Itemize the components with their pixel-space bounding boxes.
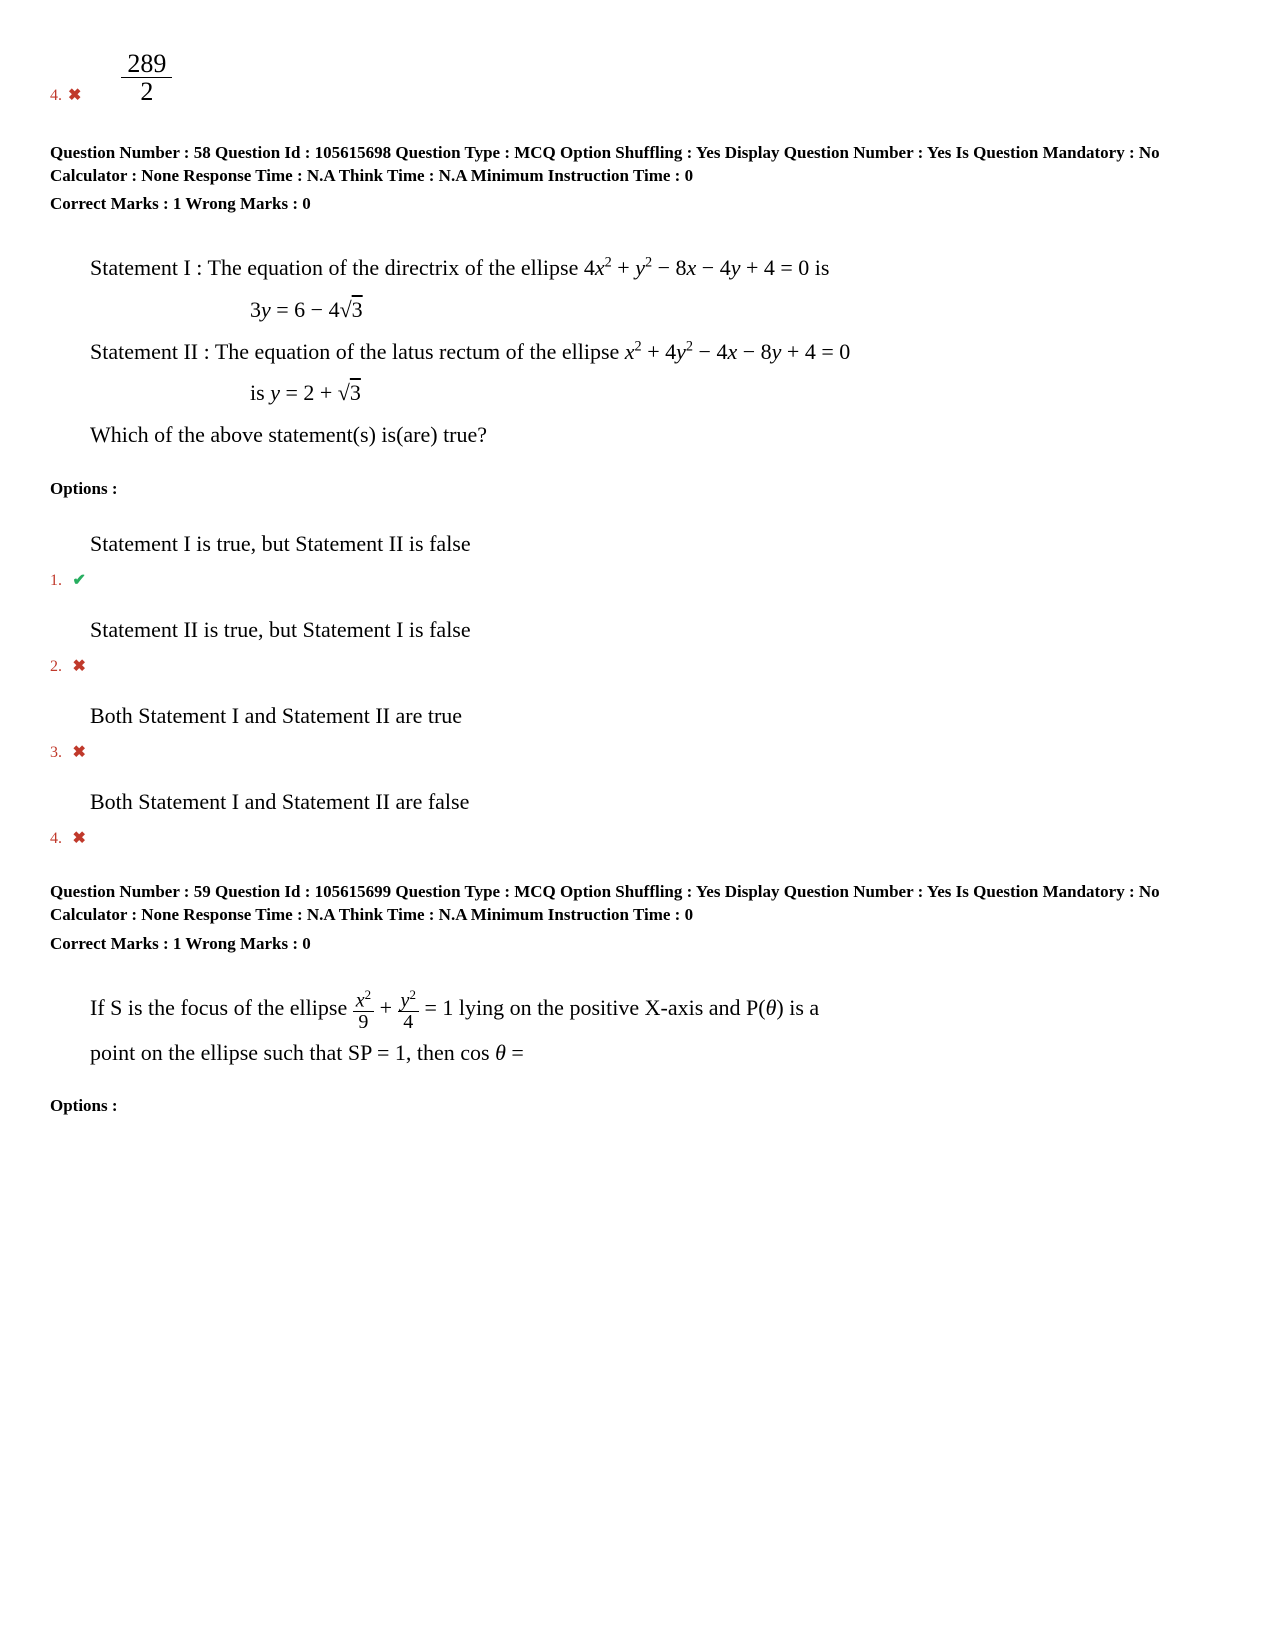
option-58-2[interactable]: Statement II is true, but Statement I is… — [50, 613, 1225, 679]
option-number: 4. — [50, 830, 62, 851]
option-text: Statement II is true, but Statement I is… — [50, 613, 1225, 646]
fraction-x2-9: x2 9 — [353, 988, 374, 1032]
q59-line1: If S is the focus of the ellipse x2 9 + … — [90, 987, 1225, 1032]
question-header-59: Question Number : 59 Question Id : 10561… — [50, 881, 1225, 927]
options-label-59: Options : — [50, 1093, 1225, 1119]
cross-icon: ✖ — [73, 744, 86, 765]
option-number: 1. — [50, 572, 62, 593]
question-body-59: If S is the focus of the ellipse x2 9 + … — [90, 987, 1225, 1074]
option-58-1[interactable]: Statement I is true, but Statement II is… — [50, 527, 1225, 593]
cross-icon: ✖ — [73, 658, 86, 679]
options-label-58: Options : — [50, 476, 1225, 502]
marks-58: Correct Marks : 1 Wrong Marks : 0 — [50, 191, 1225, 217]
which-prompt: Which of the above statement(s) is(are) … — [90, 414, 1225, 456]
q59-line2: point on the ellipse such that SP = 1, t… — [90, 1032, 1225, 1074]
prev-option-4: 4. ✖ 289 2 — [50, 50, 1225, 112]
option-number: 4. — [50, 84, 62, 112]
option-58-3[interactable]: Both Statement I and Statement II are tr… — [50, 699, 1225, 765]
statement-1: Statement I : The equation of the direct… — [90, 247, 1225, 289]
fraction-y2-4: y2 4 — [398, 988, 419, 1032]
statement-2-equation: is y = 2 + √3 — [90, 372, 1225, 414]
question-header-58: Question Number : 58 Question Id : 10561… — [50, 142, 1225, 188]
option-text: Statement I is true, but Statement II is… — [50, 527, 1225, 560]
option-text: Both Statement I and Statement II are fa… — [50, 785, 1225, 818]
option-number: 2. — [50, 658, 62, 679]
marks-59: Correct Marks : 1 Wrong Marks : 0 — [50, 931, 1225, 957]
option-number: 3. — [50, 744, 62, 765]
option-text: Both Statement I and Statement II are tr… — [50, 699, 1225, 732]
option-58-4[interactable]: Both Statement I and Statement II are fa… — [50, 785, 1225, 851]
fraction: 289 2 — [121, 50, 172, 106]
question-body-58: Statement I : The equation of the direct… — [90, 247, 1225, 456]
cross-icon: ✖ — [68, 84, 81, 112]
check-icon: ✔ — [73, 572, 86, 593]
cross-icon: ✖ — [73, 830, 86, 851]
statement-2: Statement II : The equation of the latus… — [90, 331, 1225, 373]
statement-1-equation: 3y = 6 − 4√3 — [90, 289, 1225, 331]
